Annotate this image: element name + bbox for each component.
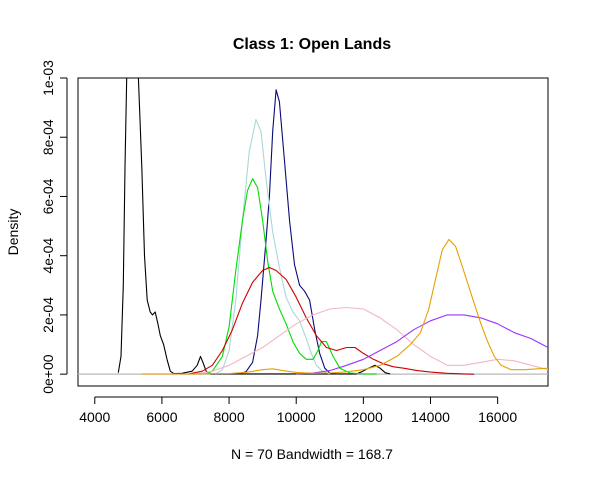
density-line-7 [296, 314, 548, 375]
y-axis-label: Density [5, 209, 21, 256]
x-tick-label: 10000 [277, 409, 316, 425]
y-tick-label: 4e-04 [40, 238, 56, 274]
y-tick-label: 6e-04 [40, 178, 56, 214]
density-line-2 [238, 89, 337, 375]
y-tick-label: 1e-03 [40, 60, 56, 96]
density-line-5 [188, 266, 475, 375]
x-tick-label: 16000 [478, 409, 517, 425]
density-line-1 [117, 78, 391, 375]
density-line-6 [195, 306, 548, 375]
x-axis-label: N = 70 Bandwidth = 168.7 [231, 446, 393, 462]
x-axis: 4000 6000 8000 10000 12000 14000 16000 [79, 396, 517, 425]
x-tick-label: 4000 [79, 409, 110, 425]
y-tick-label: 2e-04 [40, 297, 56, 333]
plot-frame [77, 77, 549, 387]
series-layer [117, 78, 548, 375]
x-tick-label: 14000 [411, 409, 450, 425]
density-line-3 [215, 118, 330, 375]
y-tick-label: 8e-04 [40, 119, 56, 155]
y-tick-label: 0e+00 [40, 354, 56, 394]
x-tick-label: 6000 [146, 409, 177, 425]
chart-title: Class 1: Open Lands [233, 36, 391, 53]
density-line-4 [205, 178, 377, 375]
density-line-8 [141, 238, 548, 375]
x-tick-label: 8000 [213, 409, 244, 425]
y-axis: 0e+00 2e-04 4e-04 6e-04 8e-04 1e-03 [40, 60, 68, 394]
x-tick-label: 12000 [344, 409, 383, 425]
